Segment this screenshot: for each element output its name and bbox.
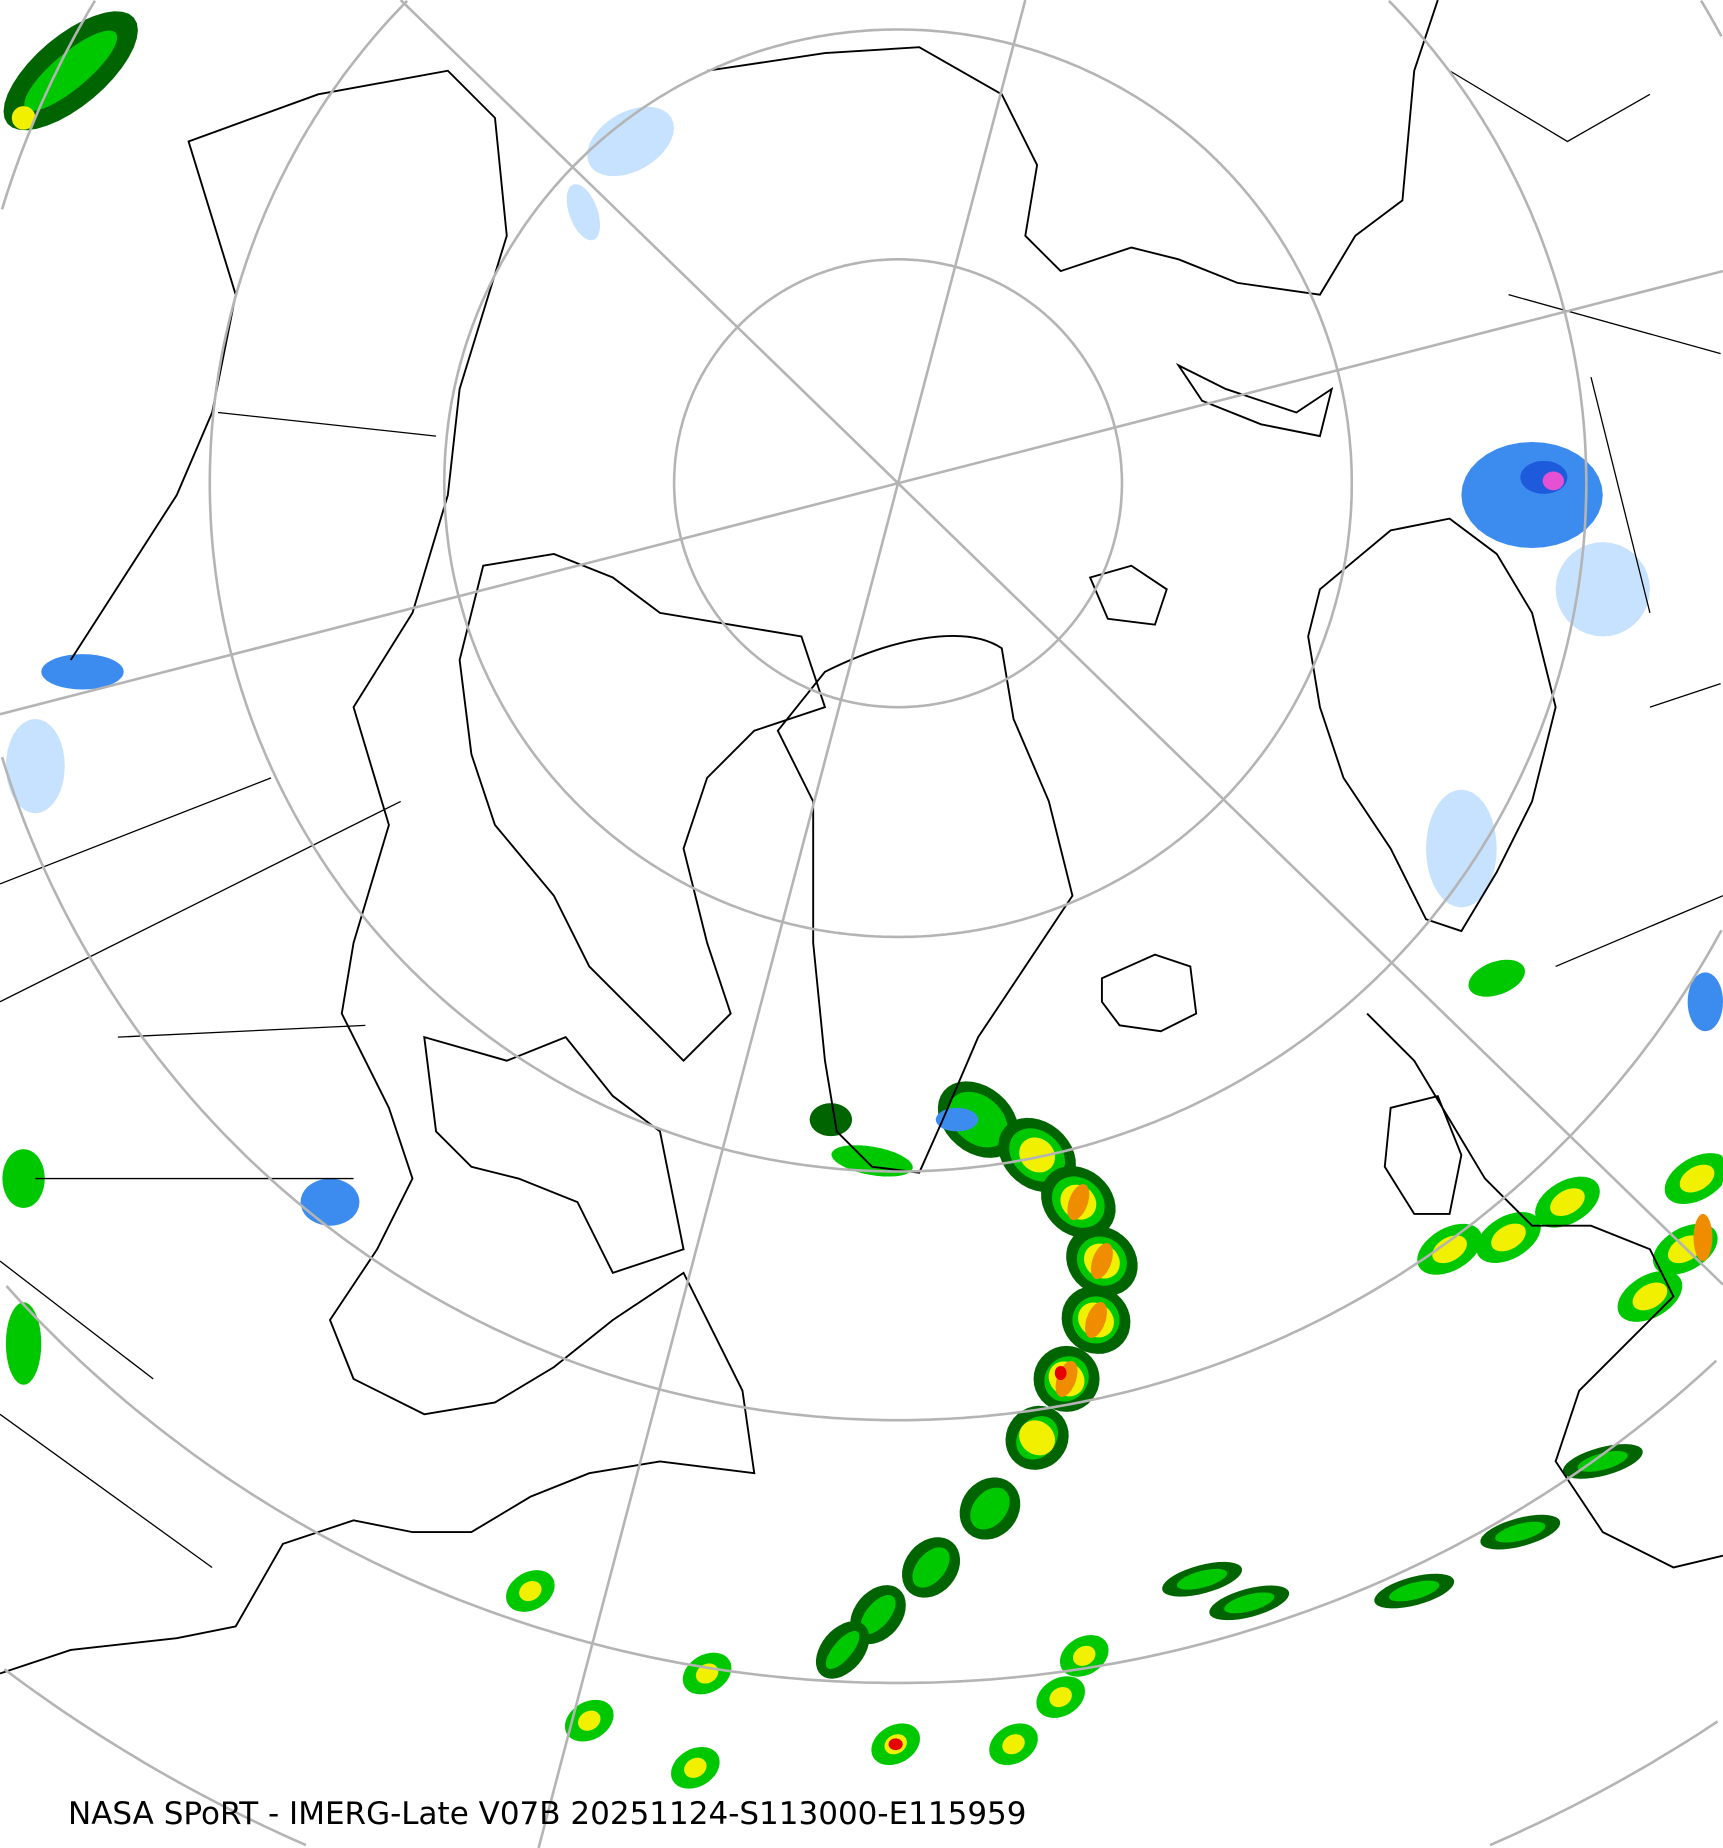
latitude-circle	[208, 0, 1588, 1173]
precip-area	[1495, 1521, 1546, 1543]
precip-area	[1085, 1301, 1107, 1339]
precip-area	[566, 184, 600, 241]
precip-area	[888, 1738, 903, 1751]
precip-area	[1542, 471, 1564, 491]
precip-area	[1073, 1645, 1096, 1666]
precip-area	[1049, 1687, 1072, 1708]
latitude-circle	[3, 1668, 307, 1847]
latitude-circle	[0, 756, 1723, 1422]
precip-area	[587, 106, 674, 177]
precip-area	[5, 1302, 42, 1385]
precip-area	[300, 1178, 360, 1226]
novaya-zemlya-coast	[1175, 362, 1334, 438]
precip-area	[1019, 1137, 1056, 1173]
latitude-circle	[1387, 0, 1588, 484]
precip-area	[970, 1487, 1010, 1530]
precip-area	[912, 1547, 950, 1588]
latitude-circle	[1699, 0, 1723, 37]
meridian-line	[0, 269, 1723, 716]
precip-area	[11, 106, 36, 130]
meridian-line	[399, 0, 1723, 1286]
precip-area	[2, 1149, 45, 1209]
precip-area	[825, 1630, 860, 1670]
precip-area	[41, 654, 124, 690]
precip-area	[1176, 1568, 1228, 1590]
country-borders	[0, 70, 1723, 1568]
precip-area	[1432, 1235, 1467, 1264]
precip-area	[1461, 441, 1603, 549]
precip-area	[860, 1595, 896, 1635]
precip-area	[1555, 542, 1650, 637]
hudson-bay-coast	[423, 1035, 685, 1274]
precip-area	[1550, 1188, 1585, 1217]
precip-area	[519, 1581, 542, 1602]
precip-area	[578, 1710, 601, 1731]
latitude-circle	[443, 28, 1354, 939]
eurasia-coast	[706, 0, 1439, 296]
iceland-coast	[1100, 953, 1198, 1033]
precip-area	[1679, 1164, 1715, 1193]
precip-area	[1491, 1223, 1526, 1252]
precip-area	[1090, 1243, 1113, 1280]
precip-area	[1632, 1282, 1668, 1311]
coastlines-borders	[0, 0, 1723, 1675]
precip-area	[1002, 1734, 1025, 1755]
precip-area	[1468, 959, 1526, 997]
precip-area	[1687, 972, 1723, 1032]
precip-area	[1054, 1365, 1067, 1381]
scandinavia-coast	[1307, 517, 1557, 933]
precip-area	[1224, 1592, 1275, 1614]
latitude-circle	[672, 258, 1124, 709]
canadian-archipelago-coast	[458, 552, 827, 1063]
europe-coast	[1366, 1012, 1723, 1569]
precip-area	[809, 1103, 853, 1137]
uk-coast	[1383, 1094, 1463, 1215]
precip-area	[684, 1757, 707, 1778]
precip-area	[1577, 1451, 1628, 1472]
precip-area	[1426, 789, 1497, 908]
precipitation-layer	[2, 11, 1723, 1789]
precip-area	[5, 718, 65, 814]
precip-area	[1019, 1420, 1056, 1456]
svalbard-coast	[1088, 564, 1168, 626]
map-caption: NASA SPoRT - IMERG-Late V07B 20251124-S1…	[68, 1796, 1027, 1832]
meridian-line	[537, 0, 1027, 1848]
north-america-coast	[0, 69, 756, 1675]
latitude-circle	[1489, 1720, 1719, 1847]
precip-area	[1389, 1580, 1440, 1602]
latitude-circle	[0, 0, 97, 210]
precip-area	[1693, 1213, 1713, 1262]
latitude-circle	[5, 1285, 1718, 1685]
precip-area	[1067, 1184, 1090, 1221]
greenland-coast	[776, 635, 1074, 1174]
